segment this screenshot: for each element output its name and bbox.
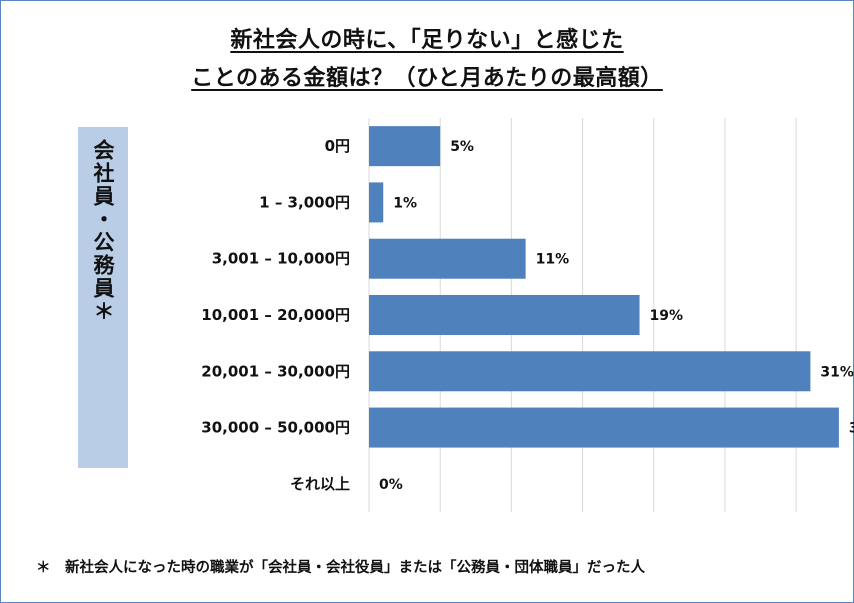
category-label: それ以上 [290,475,350,493]
category-label: 20,001 – 30,000円 [201,362,350,380]
respondent-group-label: 会社員・公務員＊ [78,127,128,468]
footnote: ＊ 新社会人になった時の職業が「会社員・会社役員」または「公務員・団体職員」だっ… [36,560,645,576]
category-label: 3,001 – 10,000円 [212,250,350,268]
value-label: 5% [450,139,474,155]
respondent-group-text: 会社員・公務員＊ [91,139,115,323]
bar [369,238,526,279]
category-label: 1 – 3,000円 [259,193,350,211]
bar [369,182,384,223]
chart-title-line2: ことのある金額は？（ひと月あたりの最高額） [191,66,663,91]
value-label: 0% [379,477,403,493]
value-label: 19% [650,308,684,324]
bar [369,295,640,335]
value-label: 33% [849,421,854,437]
value-label: 11% [536,252,570,268]
value-label: 1% [393,195,417,211]
bar [369,351,811,392]
category-label: 30,000 – 50,000円 [201,419,350,437]
chart-title-line1: 新社会人の時に、「足りない」と感じた [230,28,624,53]
category-label: 0円 [325,137,350,155]
bar [369,126,441,167]
value-label: 31% [820,364,854,380]
bar [369,407,839,448]
category-label: 10,001 – 20,000円 [201,306,350,324]
